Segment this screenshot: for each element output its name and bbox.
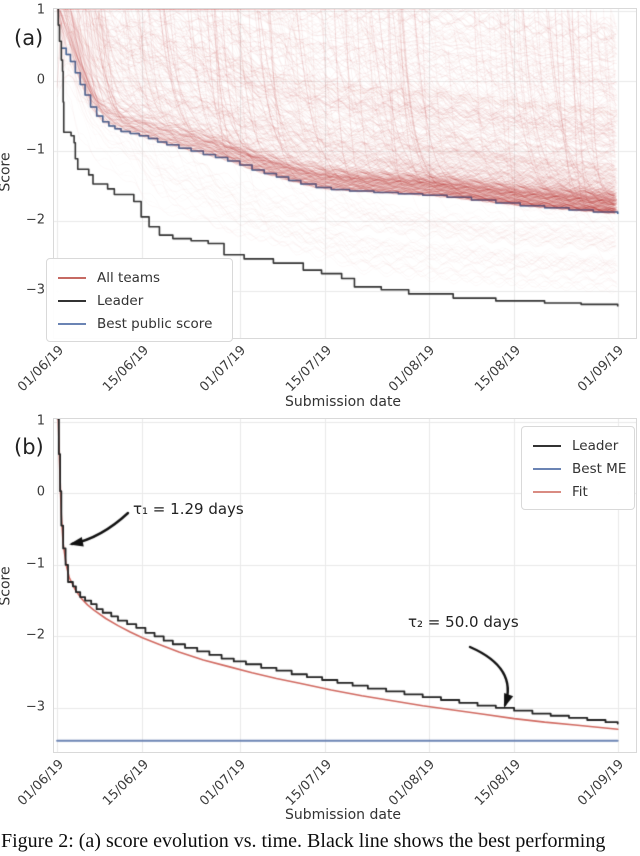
panel-a-ytick: 0 xyxy=(36,72,45,88)
panel-b-legend: Leader Best ME Fit xyxy=(521,426,635,510)
panel-b-xlabel: Submission date xyxy=(284,807,402,823)
tau1-annotation: τ₁ = 1.29 days xyxy=(133,500,244,518)
panel-b-ytick: 1 xyxy=(36,413,45,429)
best-public-score-line-swatch xyxy=(58,322,86,325)
panel-a-ytick: −2 xyxy=(25,212,45,228)
panel-a-ytick: −3 xyxy=(25,282,45,298)
panel-b-label: (b) xyxy=(14,435,44,459)
panel-b-xtick: 15/07/19 xyxy=(282,757,335,809)
panel-a-ylabel: Score xyxy=(0,152,14,192)
leader-line-swatch xyxy=(58,299,86,302)
tau2-annotation: τ₂ = 50.0 days xyxy=(408,613,519,631)
panel-b-ytick: −2 xyxy=(25,627,45,643)
panel-b-ytick: 0 xyxy=(36,484,45,500)
panel-a-xtick: 15/07/19 xyxy=(282,343,335,395)
legend-item-fit: Fit xyxy=(533,480,624,503)
panel-a-xtick: 15/06/19 xyxy=(100,343,152,395)
figure-caption: Figure 2: (a) score evolution vs. time. … xyxy=(1,830,606,852)
panel-b-ylabel: Score xyxy=(0,566,14,606)
panel-b-xtick: 01/09/19 xyxy=(575,757,628,809)
panel-b-xtick: 01/06/19 xyxy=(14,757,67,809)
panel-a-xtick: 01/07/19 xyxy=(197,343,250,395)
legend-item-leader-b: Leader xyxy=(533,434,624,457)
panel-a-ytick: −1 xyxy=(25,142,45,158)
legend-item-leader: Leader xyxy=(58,289,222,312)
all-teams-line-swatch xyxy=(58,276,86,279)
panel-a-ytick: 1 xyxy=(36,2,45,18)
panel-b-ytick: −1 xyxy=(25,556,45,572)
legend-item-all-teams: All teams xyxy=(58,266,222,289)
panel-b-ytick: −3 xyxy=(25,699,45,715)
panel-a-xtick: 01/06/19 xyxy=(14,343,67,395)
panel-a-xtick: 01/08/19 xyxy=(386,343,439,395)
legend-item-best-public-score: Best public score xyxy=(58,312,222,335)
panel-b-xtick: 15/08/19 xyxy=(471,757,524,809)
panel-a-label: (a) xyxy=(14,26,44,50)
panel-a-xlabel: Submission date xyxy=(284,394,402,410)
panel-b-xtick: 15/06/19 xyxy=(100,757,152,809)
panel-b-xtick: 01/07/19 xyxy=(197,757,250,809)
legend-item-best-me: Best ME xyxy=(533,457,626,480)
panel-b-xtick: 01/08/19 xyxy=(386,757,439,809)
panel-a-legend: All teams Leader Best public score xyxy=(46,258,233,342)
panel-a-xtick: 01/09/19 xyxy=(575,343,628,395)
best-me-line-swatch xyxy=(533,467,561,470)
fit-line-swatch xyxy=(533,490,561,493)
leader-line-swatch xyxy=(533,444,561,447)
panel-a-xtick: 15/08/19 xyxy=(471,343,524,395)
